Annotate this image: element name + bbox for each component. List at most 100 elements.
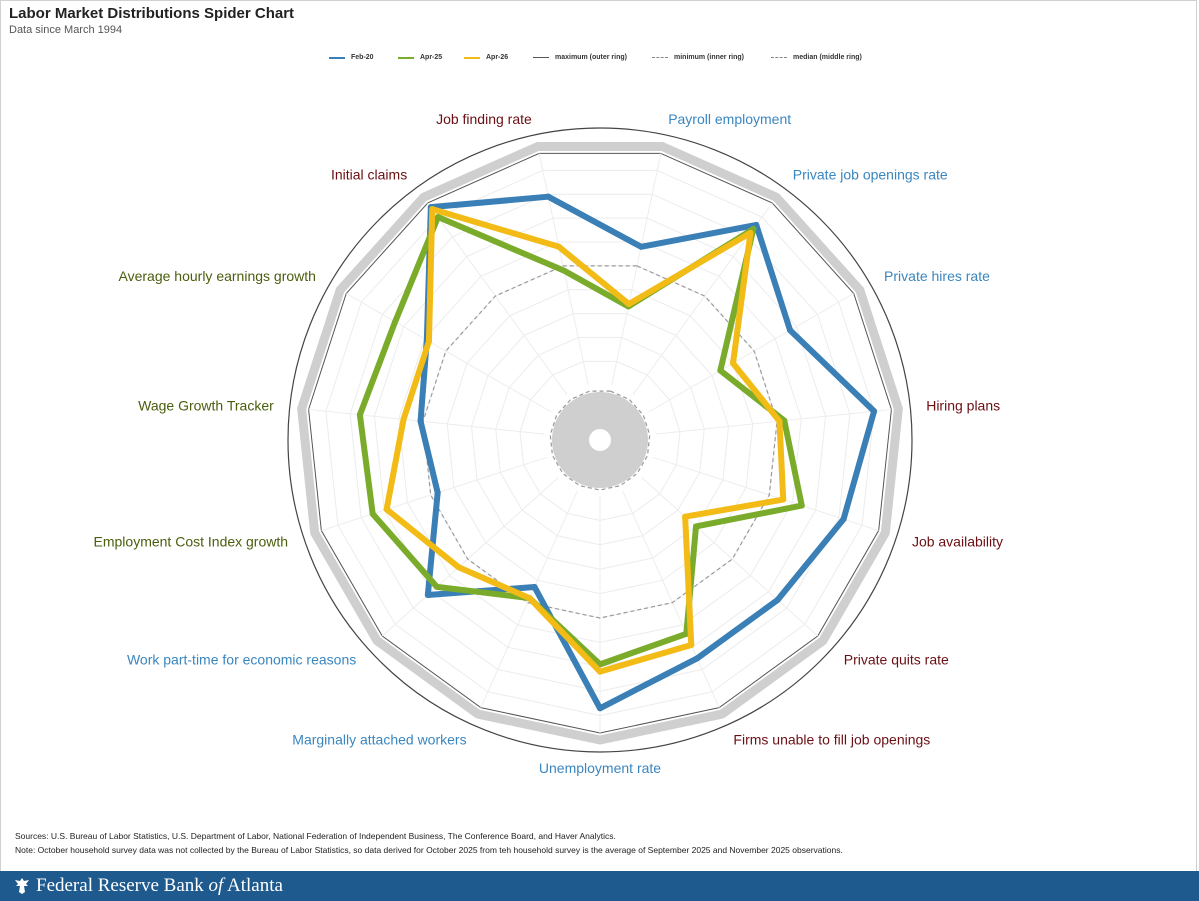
axis-spoke — [655, 408, 892, 435]
legend-item-median[interactable]: median (middle ring) — [771, 54, 862, 61]
axis-spoke — [427, 202, 568, 395]
axis-label: Job availability — [912, 533, 1003, 549]
org-name-pre: Federal Reserve Bank — [36, 875, 209, 896]
maximum-ring-edge — [308, 152, 892, 734]
series-line-apr-26 — [383, 206, 787, 675]
data-point — [747, 229, 754, 236]
data-point — [776, 418, 783, 425]
data-point — [694, 655, 701, 662]
data-point — [555, 243, 562, 250]
axis-label: Firms unable to fill job openings — [733, 732, 930, 748]
chart-frame — [0, 0, 1197, 871]
legend-item-maximum[interactable]: maximum (outer ring) — [533, 54, 627, 61]
center-hole — [589, 429, 611, 451]
data-point — [392, 318, 399, 325]
axis-spoke — [381, 477, 559, 637]
data-point — [561, 267, 568, 274]
axis-label: Marginally attached workers — [292, 732, 466, 748]
data-point — [597, 668, 603, 675]
legend-swatch — [771, 57, 787, 58]
legend-label: median (middle ring) — [793, 54, 862, 61]
axis-label: Work part-time for economic reasons — [127, 651, 356, 667]
footer-bar: Federal Reserve Bank of Atlanta — [0, 871, 1199, 901]
legend: Feb-20 Apr-25 Apr-26 maximum (outer ring… — [0, 54, 1199, 68]
legend-label: Apr-25 — [420, 54, 443, 61]
axis-label: Private job openings rate — [793, 167, 948, 183]
data-point — [455, 564, 462, 571]
grid-ring — [495, 336, 705, 546]
data-point — [526, 595, 533, 602]
legend-label: Apr-26 — [486, 54, 509, 61]
data-point — [717, 367, 724, 374]
spider-chart: Payroll employment Private job openings r… — [94, 111, 1003, 776]
grid-ring — [373, 217, 827, 668]
data-point — [787, 327, 794, 334]
grid-ring — [325, 169, 875, 717]
data-point — [774, 596, 781, 603]
data-point — [531, 584, 538, 591]
legend-swatch — [464, 56, 480, 59]
legend-swatch — [652, 57, 668, 58]
axis-label: Hiring plans — [926, 398, 1000, 414]
data-point — [435, 214, 442, 221]
data-point — [429, 206, 436, 213]
axis-label: Initial claims — [331, 167, 407, 183]
data-point — [730, 360, 737, 367]
eagle-logo-icon — [15, 878, 29, 894]
legend-label: maximum (outer ring) — [555, 54, 627, 61]
grid-ring — [349, 193, 851, 692]
legend-item-feb20[interactable]: Feb-20 — [329, 54, 374, 61]
data-point — [840, 516, 847, 523]
org-name-of: of — [208, 875, 224, 896]
data-point — [425, 338, 432, 345]
axis-label: Unemployment rate — [539, 760, 661, 776]
legend-label: Feb-20 — [351, 54, 374, 61]
axis-label: Average hourly earnings growth — [119, 268, 316, 284]
data-point — [625, 301, 632, 308]
grid-ring — [446, 289, 754, 595]
data-point — [400, 416, 407, 423]
data-point — [433, 583, 440, 590]
data-point — [597, 705, 603, 712]
chart-title: Labor Market Distributions Spider Chart — [9, 5, 295, 22]
axis-spoke — [641, 477, 819, 637]
axis-label: Wage Growth Tracker — [138, 398, 274, 414]
data-point — [434, 489, 441, 496]
axis-label: Job finding rate — [436, 111, 532, 127]
axis-label: Private quits rate — [844, 651, 949, 667]
data-point — [798, 502, 805, 509]
legend-swatch — [329, 56, 345, 59]
legend-item-minimum[interactable]: minimum (inner ring) — [652, 54, 744, 61]
data-point — [781, 417, 788, 424]
legend-item-apr26[interactable]: Apr-26 — [464, 54, 508, 61]
notes: Sources: U.S. Bureau of Labor Statistics… — [15, 829, 843, 857]
minimum-ring — [549, 390, 651, 491]
chart-subtitle: Data since March 1994 — [9, 24, 123, 36]
data-point — [688, 641, 695, 648]
data-point — [383, 506, 390, 513]
data-point — [417, 418, 424, 425]
axis-spoke — [622, 490, 720, 708]
org-name-post: Atlanta — [223, 875, 283, 896]
axis-label: Private hires rate — [884, 268, 990, 284]
maximum-ring — [297, 142, 903, 745]
legend-item-apr25[interactable]: Apr-25 — [398, 54, 442, 61]
data-point — [424, 592, 431, 599]
axis-spoke — [346, 293, 552, 413]
legend-label: minimum (inner ring) — [674, 54, 744, 61]
data-point — [356, 411, 363, 418]
data-point — [545, 193, 552, 200]
legend-swatch — [533, 57, 549, 58]
median-ring — [422, 265, 778, 619]
legend-swatch — [398, 56, 414, 59]
data-point — [638, 243, 645, 250]
axis-label: Payroll employment — [668, 111, 791, 127]
data-point — [780, 496, 787, 503]
axis-spoke — [321, 456, 547, 532]
grid-ring — [470, 313, 730, 570]
data-point — [871, 408, 878, 415]
organization-name: Federal Reserve Bank of Atlanta — [36, 875, 283, 897]
data-point — [693, 523, 700, 530]
data-point — [682, 513, 689, 520]
axis-spoke — [308, 408, 545, 435]
